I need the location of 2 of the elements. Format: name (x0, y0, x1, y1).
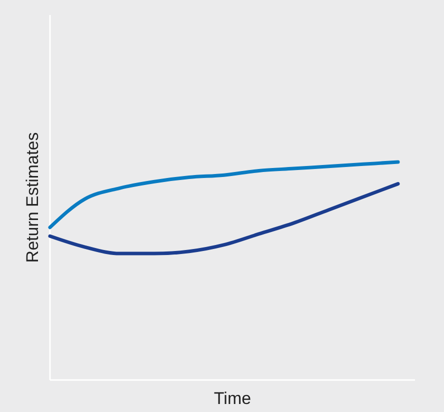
y-axis-title: Return Estimates (23, 132, 42, 263)
x-axis-title: Time (214, 389, 252, 408)
